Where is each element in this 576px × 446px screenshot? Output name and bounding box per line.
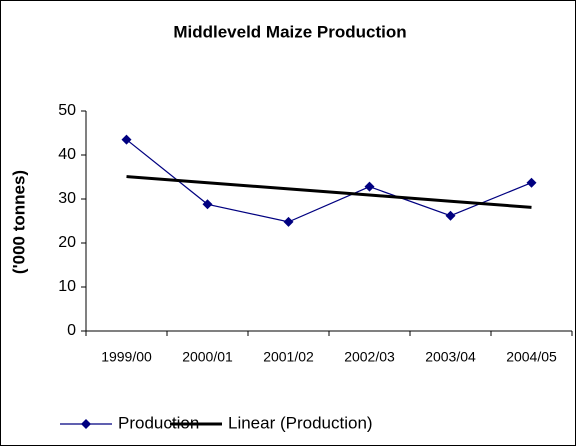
trend-line: [126, 175, 532, 209]
data-point: [364, 181, 375, 192]
x-tick-label: 2004/05: [506, 349, 557, 365]
legend-label: Production: [118, 413, 199, 432]
y-tick-label: 50: [58, 102, 76, 119]
y-tick-label: 40: [58, 146, 76, 163]
y-tick-label: 20: [58, 234, 76, 251]
y-tick-label: 30: [58, 190, 76, 207]
x-tick-label: 2002/03: [344, 349, 395, 365]
chart-title: Middleveld Maize Production: [173, 22, 406, 41]
y-tick-label: 10: [58, 278, 76, 295]
legend-marker: [81, 419, 91, 429]
y-tick-label: 0: [67, 322, 76, 339]
data-point: [283, 216, 294, 227]
data-point: [202, 199, 213, 210]
data-point: [526, 177, 537, 188]
x-tick-label: 1999/00: [101, 349, 152, 365]
data-point: [121, 134, 132, 145]
data-point: [445, 210, 456, 221]
x-tick-label: 2003/04: [425, 349, 476, 365]
x-tick-label: 2000/01: [182, 349, 233, 365]
data-line: [126, 139, 532, 223]
y-axis-label: ('000 tonnes): [9, 170, 28, 274]
x-tick-label: 2001/02: [263, 349, 314, 365]
legend-label: Linear (Production): [228, 413, 373, 432]
